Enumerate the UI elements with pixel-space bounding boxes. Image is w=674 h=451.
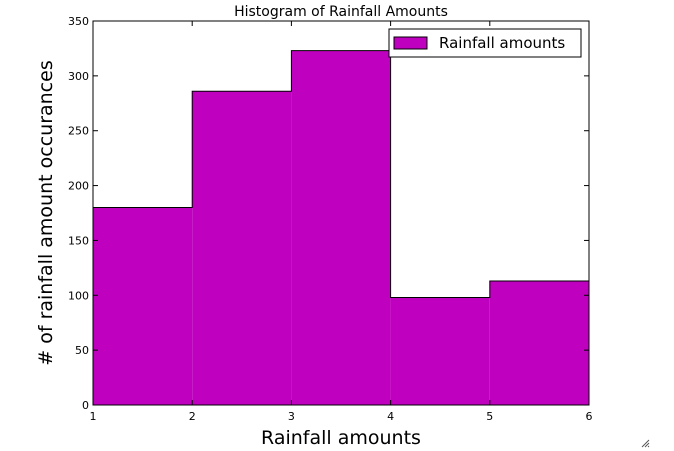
y-tick-label: 150 [68, 234, 89, 247]
x-tick-label: 2 [189, 410, 196, 423]
ticks-layer: 1 2 3 4 5 6 0 50 100 150 200 250 300 350 [68, 15, 593, 423]
chart-title: Histogram of Rainfall Amounts [234, 4, 448, 20]
y-tick-label: 100 [68, 289, 89, 302]
legend-swatch [393, 36, 428, 50]
y-tick-label: 250 [68, 125, 89, 138]
histogram-bar [291, 50, 391, 405]
plot-frame [92, 20, 590, 406]
x-axis-title: Rainfall amounts [261, 427, 421, 449]
histogram-bar [192, 91, 292, 406]
x-tick-label: 5 [486, 410, 493, 423]
y-tick-label: 350 [68, 15, 89, 28]
histogram-bar [93, 207, 193, 405]
y-tick-label: 0 [82, 399, 89, 412]
y-tick-label: 50 [75, 344, 89, 357]
legend: Rainfall amounts [388, 28, 582, 58]
y-tick-label: 300 [68, 70, 89, 83]
x-tick-label: 4 [387, 410, 394, 423]
resize-grip-icon[interactable] [640, 438, 650, 448]
x-tick-label: 1 [90, 410, 97, 423]
histogram-outline [92, 50, 590, 405]
legend-label: Rainfall amounts [439, 34, 565, 52]
x-tick-label: 6 [586, 410, 593, 423]
x-tick-label: 3 [288, 410, 295, 423]
y-axis-title: # of rainfall amount occurances [35, 60, 57, 365]
y-tick-label: 200 [68, 180, 89, 193]
bars-layer [92, 50, 590, 406]
histogram-bar [489, 281, 589, 405]
histogram-bar [390, 297, 490, 405]
